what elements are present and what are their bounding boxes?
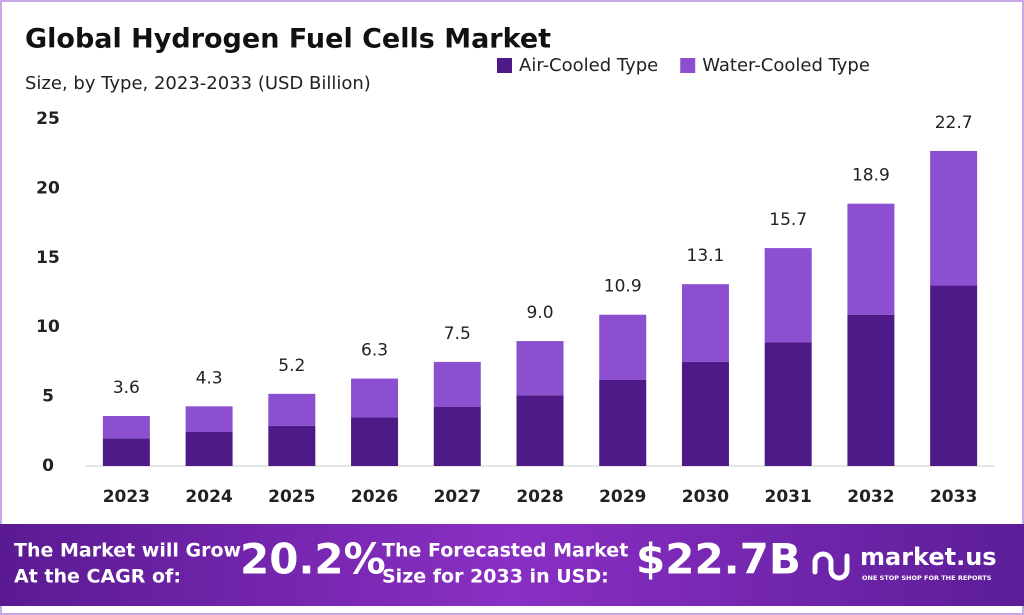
bar-segment: [847, 314, 895, 466]
x-tick-label: 2027: [434, 487, 481, 507]
total-label: 10.9: [604, 277, 642, 297]
bar-segment: [681, 284, 729, 362]
brand-name: market.us: [860, 543, 997, 571]
total-label: 13.1: [687, 246, 725, 266]
total-label: 9.0: [526, 303, 553, 323]
total-label: 15.7: [769, 210, 807, 230]
footer-value: 20.2%: [240, 535, 386, 584]
bar-segment: [102, 438, 150, 466]
bar-segment: [681, 361, 729, 466]
x-tick-label: 2026: [351, 487, 398, 507]
x-tick-label: 2031: [765, 487, 812, 507]
chart-title: Global Hydrogen Fuel Cells Market: [25, 24, 551, 55]
footer-text: Size for 2033 in USD:: [382, 566, 609, 588]
total-label: 22.7: [935, 113, 973, 133]
bar-segment: [433, 361, 481, 408]
legend-label: Water-Cooled Type: [702, 55, 870, 76]
y-tick-label: 0: [42, 456, 54, 476]
total-label: 18.9: [852, 166, 890, 186]
bar-segment: [268, 425, 316, 466]
bar-segment: [185, 431, 233, 466]
bar-segment: [351, 378, 399, 418]
footer: The Market will Grow At the CAGR of: 20.…: [14, 535, 997, 588]
total-label: 7.5: [444, 324, 471, 344]
bar-segment: [185, 406, 233, 432]
bar-segment: [599, 379, 647, 466]
total-label: 3.6: [113, 378, 140, 398]
footer-banner: [0, 524, 1024, 606]
footer-text: At the CAGR of:: [14, 566, 181, 588]
bar-segment: [599, 314, 647, 380]
bar-segment: [847, 203, 895, 315]
bar-segment: [930, 285, 978, 466]
total-label: 5.2: [278, 356, 305, 376]
legend-swatch: [497, 58, 512, 73]
total-label: 4.3: [196, 368, 223, 388]
footer-text: The Market will Grow: [14, 540, 241, 562]
bar-segment: [516, 395, 564, 466]
x-tick-label: 2033: [930, 487, 977, 507]
y-tick-label: 10: [36, 317, 60, 337]
bar-segment: [516, 341, 564, 396]
x-tick-label: 2030: [682, 487, 729, 507]
x-tick-label: 2024: [185, 487, 232, 507]
x-tick-label: 2029: [599, 487, 646, 507]
x-tick-label: 2028: [516, 487, 563, 507]
bar-segment: [764, 342, 812, 466]
chart-subtitle: Size, by Type, 2023-2033 (USD Billion): [25, 73, 371, 94]
bar-segment: [268, 393, 316, 426]
bar-segment: [930, 150, 978, 286]
x-tick-label: 2032: [847, 487, 894, 507]
total-label: 6.3: [361, 341, 388, 361]
footer-value: $22.7B: [636, 535, 801, 584]
y-tick-label: 5: [42, 387, 54, 407]
brand-logo: [812, 551, 850, 581]
bar-segment: [351, 417, 399, 466]
legend-label: Air-Cooled Type: [519, 55, 658, 76]
bar-segment: [102, 416, 150, 439]
x-tick-label: 2025: [268, 487, 315, 507]
legend-swatch: [680, 58, 696, 73]
bar-segment: [764, 248, 812, 343]
bar-segment: [433, 407, 481, 466]
footer-text: The Forecasted Market: [382, 540, 628, 562]
y-tick-label: 20: [36, 178, 60, 198]
x-tick-label: 2023: [103, 487, 150, 507]
brand-tagline: ONE STOP SHOP FOR THE REPORTS: [862, 574, 992, 582]
y-tick-label: 25: [36, 109, 60, 129]
y-tick-label: 15: [36, 248, 60, 268]
